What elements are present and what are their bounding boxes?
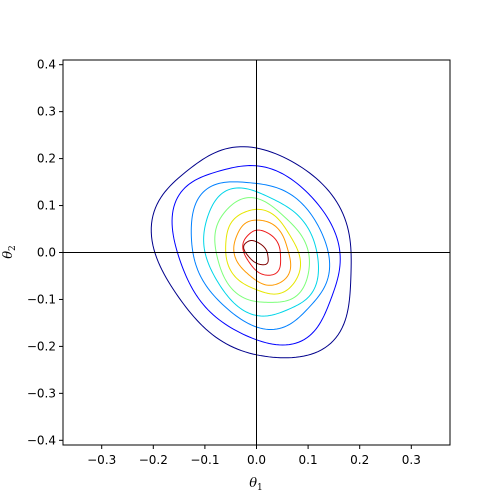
x-tick-label: 0.2 [350,453,369,467]
contour-line-level-2 [171,165,341,346]
x-axis-label-subscript: 1 [257,483,263,493]
y-tick-label: 0.2 [37,152,56,166]
reference-lines [63,60,450,445]
y-tick-label: −0.2 [27,339,56,353]
x-tick-label: 0.1 [299,453,318,467]
x-axis-ticks: −0.3 −0.2 −0.1 0.0 0.1 0.2 0.3 [87,445,421,467]
x-axis-label-main: θ [249,476,257,491]
contour-line-level-6 [225,208,302,295]
x-tick-label: −0.2 [139,453,168,467]
y-tick-label: −0.4 [27,433,56,447]
y-axis-label: θ2 [1,245,18,259]
y-tick-label: 0.3 [37,105,56,119]
contour-line-level-4 [203,187,319,317]
y-tick-label: 0.1 [37,199,56,213]
y-axis-ticks: −0.4 −0.3 −0.2 −0.1 0.0 0.1 0.2 0.3 0.4 [27,58,63,447]
contour-line-level-9 [243,240,269,266]
y-tick-label: 0.4 [37,58,56,72]
y-tick-label: −0.1 [27,292,56,306]
y-tick-label: −0.3 [27,386,56,400]
contour-line-level-8 [242,229,282,276]
x-tick-label: 0.3 [402,453,421,467]
contour-line-level-5 [214,197,310,303]
contour-line-level-7 [233,219,292,286]
x-axis-label: θ1 [249,476,263,493]
contour-line-level-1 [150,146,352,359]
y-axis-label-subscript: 2 [8,245,18,251]
y-axis-label-main: θ [1,251,16,259]
x-tick-label: −0.1 [190,453,219,467]
y-tick-label: 0.0 [37,246,56,260]
x-tick-label: 0.0 [247,453,266,467]
x-tick-label: −0.3 [87,453,116,467]
